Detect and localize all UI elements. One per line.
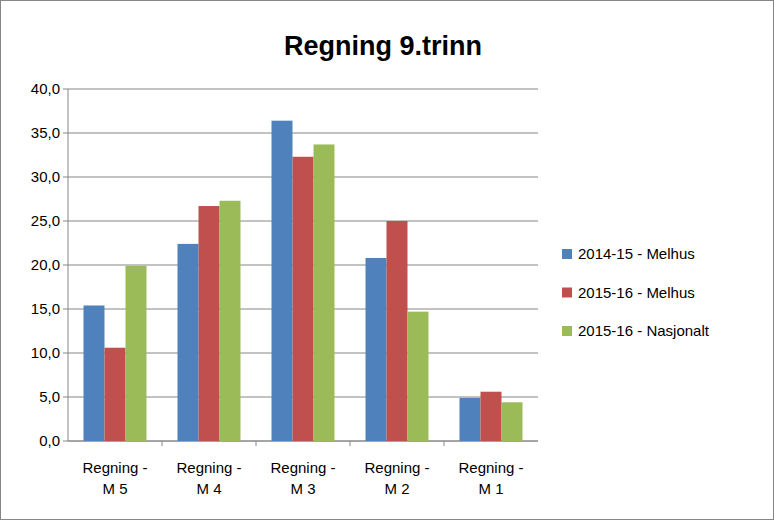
y-tick-label: 10,0 [31, 344, 60, 361]
legend-swatch [562, 249, 572, 259]
bar [366, 258, 387, 441]
y-tick-label: 30,0 [31, 168, 60, 185]
bar [314, 144, 335, 441]
grid-line [68, 89, 538, 90]
bar [272, 121, 293, 441]
y-tick-label: 35,0 [31, 124, 60, 141]
x-tick-mark [256, 441, 257, 446]
tick-mark [63, 221, 68, 222]
tick-mark [63, 441, 68, 442]
x-tick-label: Regning -M 3 [270, 459, 335, 497]
x-tick-label: Regning -M 1 [458, 459, 523, 497]
bar [178, 244, 199, 441]
grid-line [68, 133, 538, 134]
tick-mark [63, 265, 68, 266]
y-tick-label: 0,0 [39, 432, 60, 449]
x-tick-mark [162, 441, 163, 446]
x-tick-label: Regning -M 2 [364, 459, 429, 497]
title: Regning 9.trinn [284, 31, 482, 61]
bar [84, 305, 105, 441]
bar [293, 157, 314, 441]
bar [387, 221, 408, 441]
tick-mark [63, 397, 68, 398]
bar [408, 312, 429, 441]
bar [502, 402, 523, 441]
tick-mark [63, 133, 68, 134]
x-tick-label: Regning -M 5 [82, 459, 147, 497]
chart-border [1, 1, 774, 520]
legend-label: 2015-16 - Melhus [578, 284, 695, 301]
bar [199, 206, 220, 441]
tick-mark [63, 353, 68, 354]
y-tick-label: 15,0 [31, 300, 60, 317]
y-tick-label: 5,0 [39, 388, 60, 405]
bar [460, 398, 481, 441]
legend-swatch [562, 288, 572, 298]
bar [220, 201, 241, 441]
bar [126, 266, 147, 441]
y-axis [68, 89, 69, 441]
y-tick-label: 20,0 [31, 256, 60, 273]
legend-label: 2015-16 - Nasjonalt [578, 322, 710, 339]
bar [481, 392, 502, 441]
tick-mark [63, 177, 68, 178]
bars [84, 121, 523, 441]
x-tick-mark [444, 441, 445, 446]
legend-label: 2014-15 - Melhus [578, 245, 695, 262]
tick-mark [63, 89, 68, 90]
x-tick-label: Regning -M 4 [176, 459, 241, 497]
x-tick-mark [350, 441, 351, 446]
legend-swatch [562, 326, 572, 336]
tick-mark [63, 309, 68, 310]
y-tick-label: 25,0 [31, 212, 60, 229]
bar [105, 348, 126, 441]
y-tick-label: 40,0 [31, 80, 60, 97]
chart: Regning 9.trinn 0,0 5,0 10,0 15,0 20,0 25,0 30,… [0, 0, 774, 520]
